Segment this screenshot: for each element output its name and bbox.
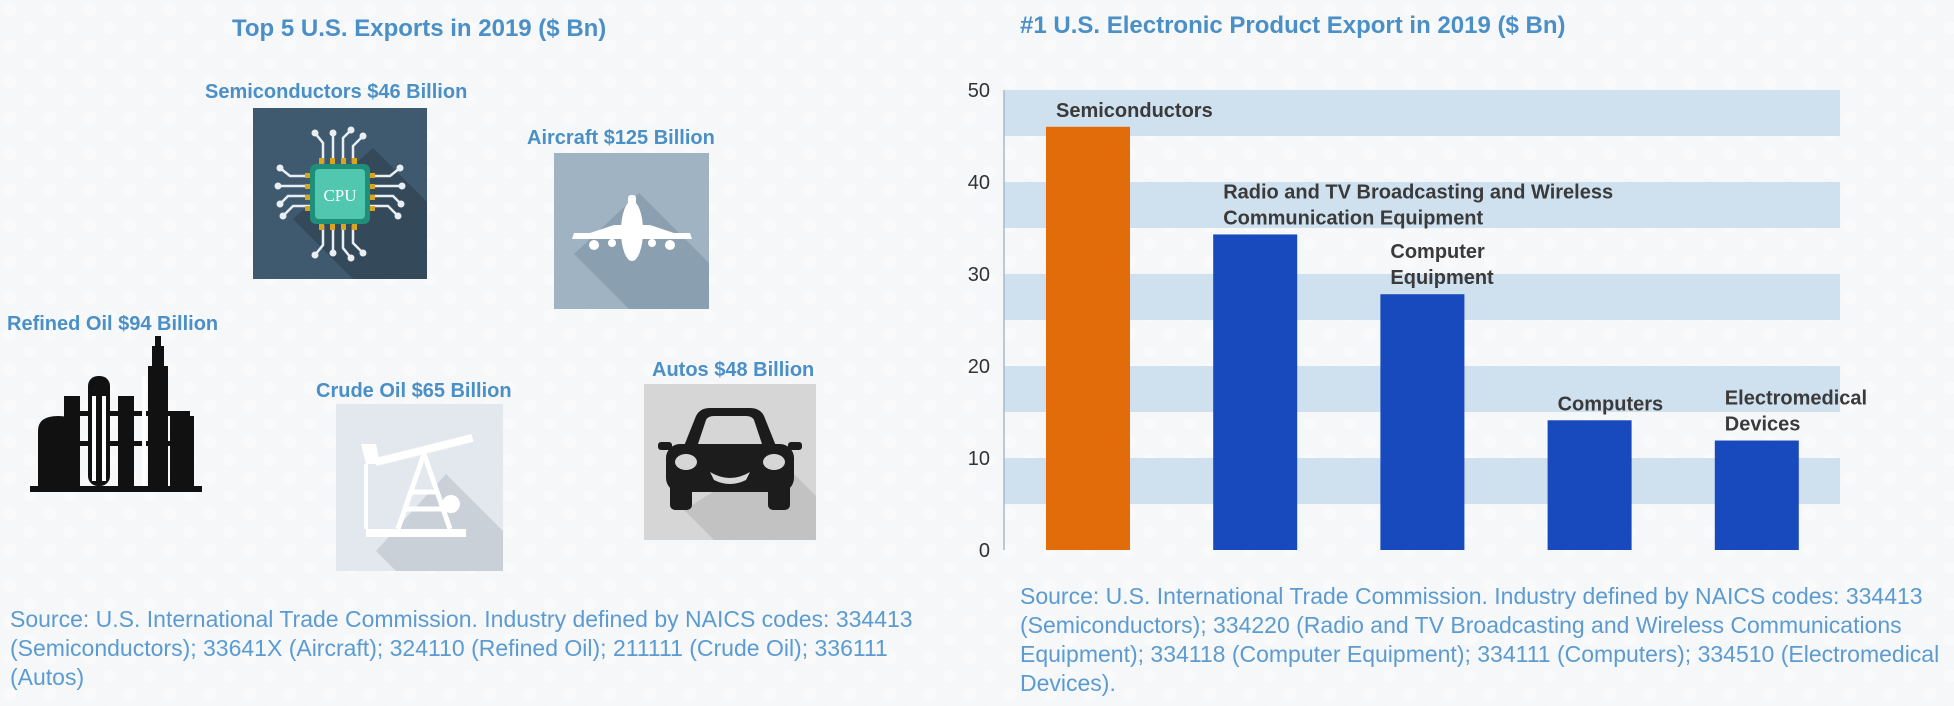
- airplane-icon: [554, 153, 709, 309]
- bar-label-line: Devices: [1725, 414, 1801, 436]
- right-source-note: Source: U.S. International Trade Commiss…: [1020, 583, 1940, 696]
- bar-label-3: Computer Equipment: [1390, 241, 1494, 289]
- bar-label-line: Semiconductors: [1056, 100, 1213, 122]
- bar-5: [1714, 440, 1799, 550]
- export-label-autos: Autos $48 Billion: [652, 359, 815, 381]
- y-tick-label: 40: [968, 172, 990, 194]
- oil-pump-icon: [336, 404, 503, 571]
- bar-label-line: Radio and TV Broadcasting and Wireless: [1223, 181, 1613, 203]
- cpu-chip-text: CPU: [323, 186, 356, 205]
- y-tick-label: 0: [979, 540, 990, 562]
- bar-label-line: Equipment: [1390, 267, 1494, 289]
- bar-4: [1547, 420, 1632, 550]
- bar-label-line: Computers: [1558, 393, 1664, 415]
- bar-label-4: Computers: [1558, 393, 1664, 415]
- bar-label-line: Computer: [1390, 241, 1485, 263]
- grid-band: [1004, 182, 1840, 228]
- y-tick-label: 50: [968, 80, 990, 102]
- export-label-crude-oil: Crude Oil $65 Billion: [316, 380, 512, 402]
- export-label-refined-oil: Refined Oil $94 Billion: [7, 313, 219, 335]
- bar-label-2: Radio and TV Broadcasting and Wireless Co…: [1223, 181, 1613, 229]
- bar-label-line: Electromedical: [1725, 388, 1867, 410]
- refinery-icon: [30, 336, 202, 492]
- left-source-note: Source: U.S. International Trade Commiss…: [10, 606, 913, 690]
- y-tick-label: 20: [968, 356, 990, 378]
- bar-label-1: Semiconductors: [1056, 100, 1213, 122]
- bar-label-5: Electromedical Devices: [1725, 388, 1867, 436]
- bar-1: [1046, 126, 1130, 551]
- bar-3: [1380, 294, 1465, 550]
- y-tick-label: 30: [968, 264, 990, 286]
- bar-label-line: Communication Equipment: [1223, 207, 1483, 229]
- y-tick-label: 10: [968, 448, 990, 470]
- export-label-aircraft: Aircraft $125 Billion: [527, 127, 715, 149]
- export-label-semiconductors: Semiconductors $46 Billion: [205, 81, 468, 103]
- chart-title: #1 U.S. Electronic Product Export in 201…: [1020, 12, 1566, 39]
- bar-2: [1213, 234, 1298, 550]
- bar-chart: 0 10 20 30 40 50 Semiconductors Radio and TV Br…: [968, 80, 1867, 562]
- left-panel-title: Top 5 U.S. Exports in 2019 ($ Bn): [232, 15, 607, 42]
- grid-band: [1004, 90, 1840, 136]
- car-icon: [644, 384, 816, 540]
- cpu-chip-icon: CPU: [253, 108, 427, 279]
